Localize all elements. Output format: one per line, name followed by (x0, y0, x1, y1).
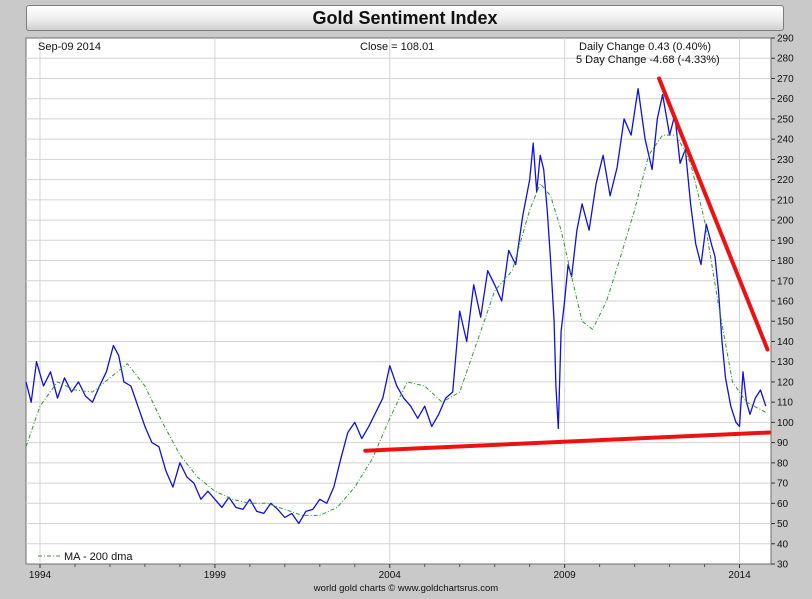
y-tick-label: 260 (777, 94, 794, 105)
resistance-trendline (657, 76, 770, 352)
y-tick-label: 100 (777, 418, 794, 429)
y-tick-label: 70 (777, 479, 789, 490)
y-tick-label: 230 (777, 155, 794, 166)
y-tick-label: 250 (777, 114, 794, 125)
x-tick-label: 1994 (29, 570, 52, 581)
x-axis: 1994 1999 2004 2009 2014 (29, 564, 751, 581)
y-tick-label: 90 (777, 438, 789, 449)
x-tick-label: 1999 (204, 570, 227, 581)
y-tick-label: 150 (777, 317, 794, 328)
x-tick-label: 2004 (379, 570, 402, 581)
y-tick-label: 200 (777, 216, 794, 227)
y-tick-label: 40 (777, 539, 789, 550)
y-tick-label: 240 (777, 135, 794, 146)
y-tick-label: 160 (777, 297, 794, 308)
header-daily-change: Daily Change 0.43 (0.40%) (579, 41, 711, 53)
y-tick-label: 60 (777, 499, 789, 510)
y-tick-label: 280 (777, 54, 794, 65)
y-axis: 30 40 50 60 70 80 90 100 110 120 130 140 150 160 170 18… (771, 34, 794, 571)
legend-ma-label: MA - 200 dma (64, 551, 133, 563)
support-trendline (363, 430, 772, 453)
header-date: Sep-09 2014 (38, 41, 101, 53)
y-tick-label: 270 (777, 74, 794, 85)
header-close: Close = 108.01 (360, 41, 434, 53)
y-tick-label: 80 (777, 458, 789, 469)
series-layer (25, 87, 767, 525)
y-tick-label: 210 (777, 195, 794, 206)
y-tick-label: 290 (777, 34, 794, 45)
legend: MA - 200 dma (38, 551, 133, 563)
trendlines (363, 76, 772, 453)
series-line-gold-sentiment (25, 87, 767, 525)
footer-credit: world gold charts © www.goldchartsrus.co… (313, 583, 498, 594)
y-tick-label: 170 (777, 276, 794, 287)
y-tick-label: 220 (777, 175, 794, 186)
y-tick-label: 120 (777, 377, 794, 388)
y-tick-label: 50 (777, 519, 789, 530)
chart-title: Gold Sentiment Index (26, 5, 784, 31)
y-tick-label: 130 (777, 357, 794, 368)
y-tick-label: 180 (777, 256, 794, 267)
y-tick-label: 30 (777, 560, 789, 571)
x-tick-label: 2014 (728, 570, 751, 581)
y-tick-label: 140 (777, 337, 794, 348)
y-tick-label: 110 (777, 398, 793, 409)
y-tick-label: 190 (777, 236, 794, 247)
series-line-ma-200 (25, 134, 767, 516)
x-tick-label: 2009 (554, 570, 577, 581)
header-five-day-change: 5 Day Change -4.68 (-4.33%) (576, 54, 720, 66)
